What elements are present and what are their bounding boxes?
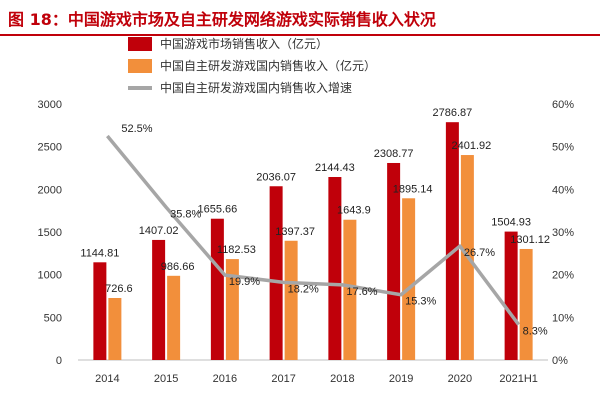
- data-label-domestic: 1643.9: [337, 205, 371, 217]
- legend: 中国游戏市场销售收入（亿元） 中国自主研发游戏国内销售收入（亿元） 中国自主研发游戏…: [128, 36, 376, 95]
- data-label-domestic: 1301.12: [510, 234, 550, 246]
- x-tick-label: 2019: [389, 373, 413, 385]
- x-tick-label: 2016: [213, 373, 237, 385]
- data-label-market: 1504.93: [491, 217, 531, 229]
- y-left-tick-label: 2500: [38, 142, 62, 154]
- y-left-tick-label: 0: [56, 355, 62, 367]
- bars: [93, 122, 533, 360]
- chart-title: 图 18：中国游戏市场及自主研发网络游戏实际销售收入状况: [8, 10, 436, 29]
- data-label-domestic: 1895.14: [393, 183, 433, 195]
- bar-domestic: [225, 259, 239, 360]
- data-label-growth: 18.2%: [288, 283, 319, 295]
- x-tick-label: 2021H1: [499, 373, 538, 385]
- data-label-market: 2144.43: [315, 162, 355, 174]
- bar-domestic: [108, 297, 122, 360]
- y-left-tick-label: 500: [44, 312, 62, 324]
- bar-market: [387, 162, 401, 360]
- legend-label-market: 中国游戏市场销售收入（亿元）: [160, 36, 328, 51]
- data-label-growth: 19.9%: [229, 276, 260, 288]
- y-right-tick-label: 50%: [552, 142, 574, 154]
- bar-domestic: [284, 240, 298, 360]
- x-tick-label: 2020: [448, 373, 472, 385]
- title-rule: [0, 34, 600, 36]
- bar-market: [445, 122, 459, 360]
- x-tick-label: 2014: [95, 373, 119, 385]
- data-label-domestic: 2401.92: [451, 140, 491, 152]
- data-label-growth: 8.3%: [523, 326, 548, 338]
- data-label-market: 2036.07: [256, 171, 296, 183]
- bar-market: [504, 231, 518, 360]
- bar-market: [210, 218, 224, 360]
- data-label-growth: 15.3%: [405, 296, 436, 308]
- data-label-growth: 52.5%: [121, 123, 152, 135]
- legend-swatch-domestic: [128, 59, 152, 73]
- bar-market: [269, 186, 283, 360]
- y-left-tick-label: 1000: [38, 270, 62, 282]
- bar-domestic: [519, 248, 533, 360]
- y-left-tick-label: 1500: [38, 227, 62, 239]
- legend-label-growth: 中国自主研发游戏国内销售收入增速: [160, 80, 352, 95]
- y-right-tick-label: 20%: [552, 270, 574, 282]
- data-label-growth: 26.7%: [464, 247, 495, 259]
- legend-label-domestic: 中国自主研发游戏国内销售收入（亿元）: [160, 58, 376, 73]
- axes: 0 500 1000 1500 2000 2500 3000 0% 10% 20% 30% 40% 50…: [38, 99, 575, 385]
- title-bar: 图 18：中国游戏市场及自主研发网络游戏实际销售收入状况: [0, 0, 600, 36]
- y-right-tick-label: 30%: [552, 227, 574, 239]
- y-left-tick-label: 3000: [38, 99, 62, 111]
- data-label-market: 1407.02: [139, 225, 179, 237]
- growth-line-path: [106, 134, 521, 326]
- growth-line: [106, 134, 521, 326]
- y-right-tick-label: 0%: [552, 355, 568, 367]
- bar-domestic: [167, 275, 181, 360]
- bar-domestic: [402, 198, 416, 360]
- bar-market: [152, 239, 166, 360]
- data-label-growth: 17.6%: [346, 286, 377, 298]
- y-right-tick-label: 60%: [552, 99, 574, 111]
- x-tick-label: 2015: [154, 373, 178, 385]
- data-label-domestic: 1397.37: [275, 226, 315, 238]
- data-label-domestic: 726.6: [105, 283, 133, 295]
- x-tick-label: 2017: [271, 373, 295, 385]
- data-labels: 1144.81 726.6 1407.02 986.66 1655.66 1182.53 2…: [80, 107, 550, 337]
- bar-domestic: [343, 219, 357, 360]
- data-label-market: 1655.66: [197, 204, 237, 216]
- data-label-market: 2786.87: [432, 107, 472, 119]
- x-tick-label: 2018: [330, 373, 354, 385]
- bar-market: [93, 262, 107, 360]
- data-label-domestic: 1182.53: [217, 244, 256, 256]
- data-label-market: 2308.77: [374, 148, 414, 160]
- y-right-tick-label: 10%: [552, 312, 574, 324]
- y-left-tick-label: 2000: [38, 184, 62, 196]
- data-label-domestic: 986.66: [161, 261, 195, 273]
- data-label-market: 1144.81: [80, 247, 119, 259]
- data-label-growth: 35.8%: [170, 208, 201, 220]
- bar-market: [328, 177, 342, 360]
- legend-swatch-market: [128, 37, 152, 51]
- y-right-tick-label: 40%: [552, 184, 574, 196]
